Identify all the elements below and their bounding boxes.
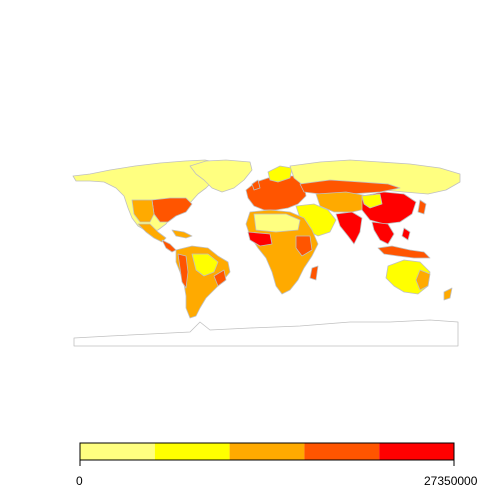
region-russia-south <box>299 179 401 195</box>
region-mexico <box>137 223 167 243</box>
legend-bin-2 <box>154 443 230 460</box>
region-brazil-coast <box>213 269 227 287</box>
region-andes <box>177 253 189 289</box>
legend-max-label: 27350000 <box>424 474 478 488</box>
region-central-america <box>161 239 177 253</box>
legend-min-label: 0 <box>76 474 83 488</box>
region-west-africa <box>247 231 273 247</box>
land-indonesia <box>377 245 431 259</box>
legend-bin-5 <box>379 443 454 460</box>
legend-bin-1 <box>80 443 155 460</box>
land-india <box>335 211 363 245</box>
region-usa-central <box>131 199 155 223</box>
land-southeast-asia <box>371 221 395 245</box>
land-japan <box>417 199 427 215</box>
land-uk <box>251 179 261 191</box>
region-china-west <box>361 193 383 209</box>
land-caribbean <box>171 229 193 239</box>
land-central-asia <box>315 191 371 213</box>
legend-bin-4 <box>304 443 380 460</box>
region-brazil-north <box>191 253 219 277</box>
land-new-zealand <box>443 287 453 301</box>
region-usa-east <box>151 197 193 223</box>
region-scandinavia <box>267 165 293 183</box>
region-sahara <box>253 213 301 233</box>
land-philippines <box>401 227 411 241</box>
region-east-africa <box>295 235 313 257</box>
land-layer <box>72 159 461 347</box>
land-antarctica <box>73 319 459 347</box>
legend-frame <box>79 442 455 461</box>
legend-bins <box>80 443 454 460</box>
land-greenland <box>189 159 253 193</box>
land-madagascar <box>309 265 319 281</box>
region-australia-east <box>415 269 431 291</box>
legend-colorbar <box>79 442 455 466</box>
legend-bin-3 <box>229 443 305 460</box>
